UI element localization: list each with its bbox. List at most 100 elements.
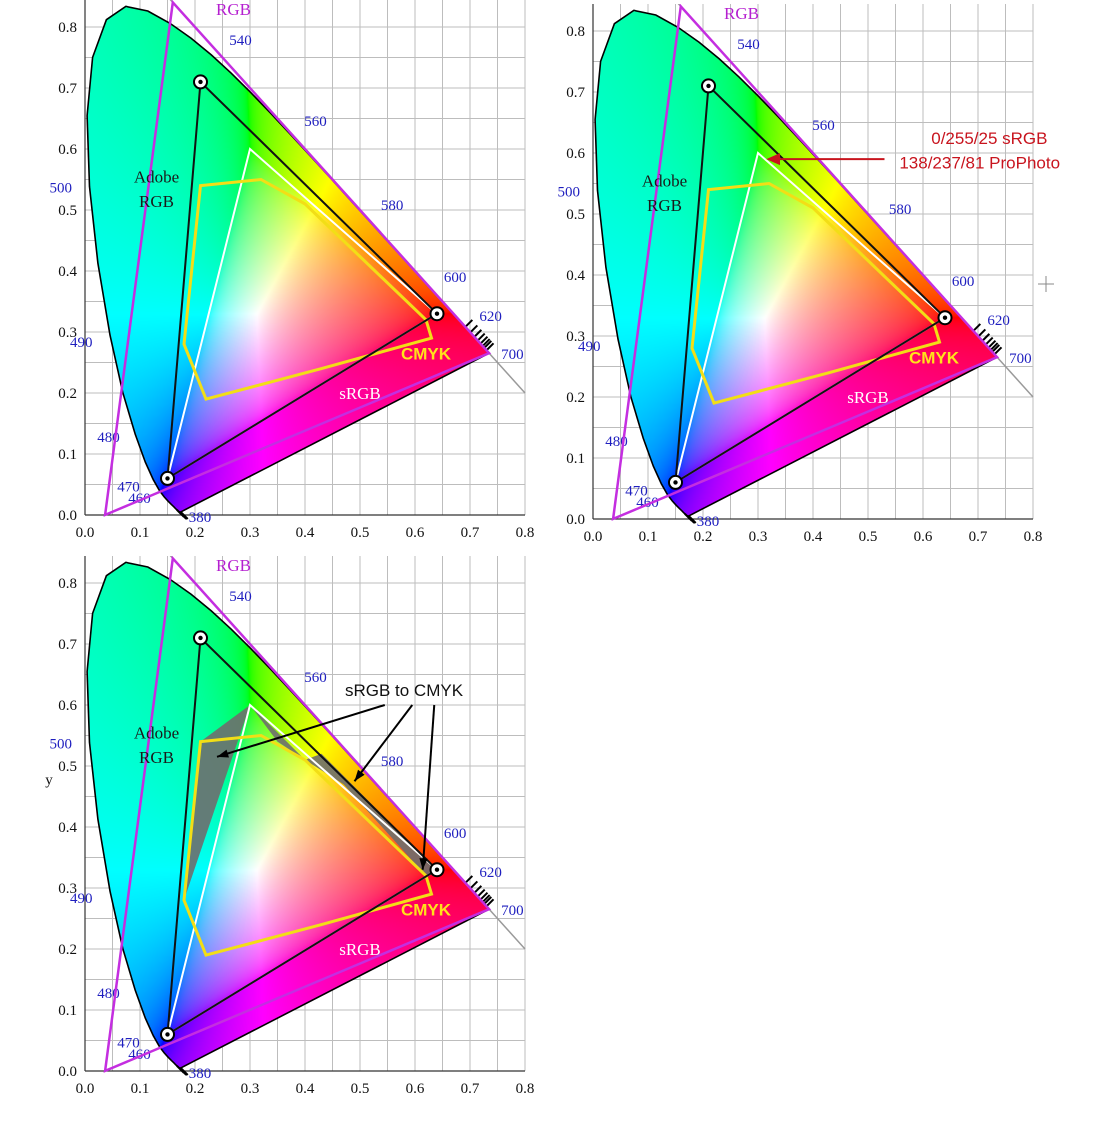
wavelength-label-540: 540 (229, 589, 252, 605)
x-tick-label: 0.7 (461, 1081, 480, 1097)
x-tick-label: 0.0 (76, 525, 95, 541)
locus-tick (481, 338, 491, 347)
x-tick-label: 0.2 (186, 1081, 205, 1097)
y-tick-label: 0.6 (58, 698, 77, 714)
wavelength-label-540: 540 (229, 33, 252, 49)
x-tick-label: 0.2 (694, 529, 713, 545)
x-tick-label: 0.6 (914, 529, 933, 545)
locus-tick (476, 332, 486, 342)
y-tick-label: 0.2 (566, 390, 585, 406)
y-tick-label: 0.2 (58, 942, 77, 958)
annotation-text: sRGB to CMYK (345, 681, 464, 700)
srgb-label: sRGB (339, 940, 381, 959)
locus-tick (483, 896, 493, 905)
wavelength-label-380: 380 (697, 514, 720, 530)
x-tick-label: 0.4 (296, 1081, 315, 1097)
chart-svg-2: 0.0 0.1 0.2 0.3 0.4 0.5 0.6 0.7 0.8 0.0 0.1 0.2 0.3 0… (558, 0, 1060, 545)
annotation-arrowhead (217, 749, 229, 758)
wavelength-label-380: 380 (189, 1066, 212, 1082)
wavelength-label-580: 580 (381, 198, 404, 214)
adobe-label: Adobe (134, 724, 179, 743)
x-tick-label: 0.0 (584, 529, 603, 545)
x-tick-label: 0.5 (859, 529, 878, 545)
annotation-arrow (216, 704, 386, 758)
wavelength-label-470: 470 (117, 480, 140, 496)
locus-tick (977, 328, 987, 338)
locus-tick (473, 885, 483, 894)
chart-panel-1: 0.0 0.1 0.2 0.3 0.4 0.5 0.6 0.7 0.8 0.0 0.1 0.2 0.3 0… (0, 0, 550, 560)
locus-tick (991, 344, 1001, 353)
adobe-rgb-gamut (166, 79, 439, 481)
primary-marker-dot (706, 83, 711, 89)
x-tick-label: 0.5 (351, 1081, 370, 1097)
locus-tick (684, 513, 693, 522)
wavelength-label-490: 490 (70, 891, 93, 907)
cmyk-label: CMYK (909, 348, 960, 367)
wavelength-label-620: 620 (987, 313, 1010, 329)
wavelength-label-700: 700 (1009, 351, 1032, 367)
adobe-rgb-gamut (674, 83, 947, 485)
annotation-arrowhead (354, 769, 365, 782)
wavelength-label-700: 700 (501, 347, 523, 363)
wavelength-label-620: 620 (479, 865, 502, 881)
adobe-label: RGB (647, 196, 682, 215)
annotation-arrowhead (766, 153, 780, 166)
y-tick-label: 0.5 (58, 759, 77, 775)
adobe-label: Adobe (134, 168, 179, 187)
prophoto-label: RGB (216, 0, 251, 19)
spectral-locus-fill (85, 522, 525, 1071)
wavelength-label-470: 470 (117, 1036, 140, 1052)
cmyk-gamut (182, 177, 434, 401)
y-tick-label: 0.6 (566, 146, 585, 162)
wavelength-label-580: 580 (381, 754, 404, 770)
locus-tick (483, 340, 493, 349)
annotation-arrowhead (419, 858, 428, 870)
primary-marker-dot (198, 635, 203, 641)
locus-tick (464, 875, 474, 884)
wavelength-label-600: 600 (444, 270, 467, 286)
locus-tick (485, 898, 495, 908)
x-tick-label: 0.1 (131, 1081, 150, 1097)
locus-tick (176, 509, 185, 518)
wavelength-label-560: 560 (812, 118, 835, 134)
y-tick-label: 0.0 (566, 512, 585, 528)
locus-tick (473, 329, 483, 338)
x-tick-label: 0.4 (804, 529, 823, 545)
y-tick-label: 0.1 (58, 447, 77, 463)
x-tick-label: 0.8 (516, 525, 535, 541)
y-tick-label: 0.4 (58, 820, 77, 836)
primary-marker-dot (165, 1032, 170, 1037)
y-tick-label: 0.1 (58, 1003, 77, 1019)
x-tick-label: 0.6 (406, 1081, 425, 1097)
locus-tick (981, 333, 991, 342)
wavelength-label-500: 500 (50, 737, 72, 753)
adobe-label: RGB (139, 192, 174, 211)
locus-tick (485, 342, 495, 352)
locus-tick (993, 346, 1003, 356)
prophoto-gamut (611, 3, 1000, 521)
prophoto-gamut (103, 0, 492, 517)
locus-tick (176, 1065, 185, 1074)
chart-svg-1: 0.0 0.1 0.2 0.3 0.4 0.5 0.6 0.7 0.8 0.0 0.1 0.2 0.3 0… (50, 0, 535, 541)
annotation-arrow (353, 704, 414, 782)
y-tick-label: 0.5 (566, 207, 585, 223)
locus-tick (479, 891, 489, 901)
y-tick-label: 0.8 (58, 576, 77, 592)
chart-panel-2: 0.0 0.1 0.2 0.3 0.4 0.5 0.6 0.7 0.8 0.0 0.1 0.2 0.3 0… (508, 0, 1068, 564)
wavelength-label-560: 560 (304, 114, 327, 130)
adobe-label: Adobe (642, 172, 687, 191)
cmyk-gamut (690, 181, 942, 405)
y-tick-label: 0.4 (566, 268, 585, 284)
wavelength-label-560: 560 (304, 670, 327, 686)
cmyk-gamut (182, 733, 434, 957)
x-tick-label: 0.1 (131, 525, 150, 541)
x-tick-label: 0.4 (296, 525, 315, 541)
y-tick-label: 0.5 (58, 203, 77, 219)
wavelength-label-700: 700 (501, 903, 523, 919)
x-tick-label: 0.6 (406, 525, 425, 541)
y-tick-label: 0.7 (58, 81, 77, 97)
locus-tick (469, 324, 479, 334)
wavelength-label-600: 600 (444, 826, 467, 842)
cmyk-label: CMYK (401, 344, 452, 363)
primary-marker-dot (942, 315, 948, 320)
